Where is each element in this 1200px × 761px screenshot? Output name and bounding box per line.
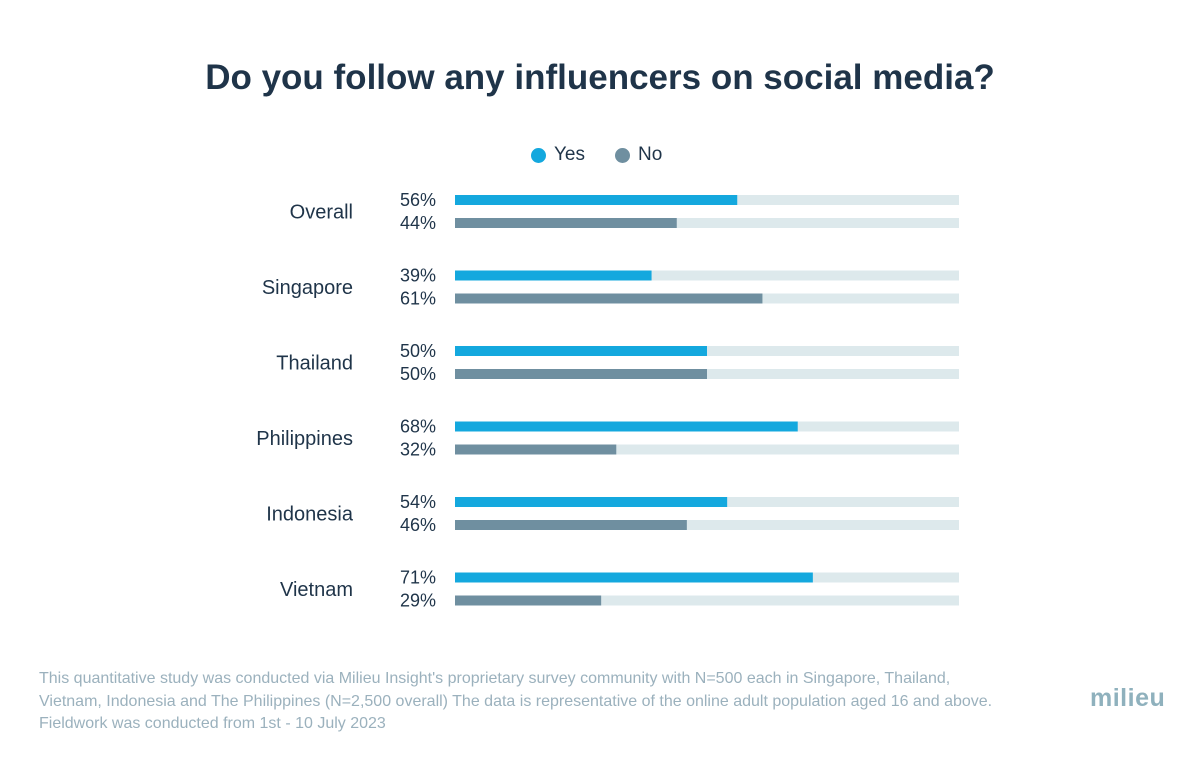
bar-no xyxy=(455,444,617,455)
bar-yes xyxy=(455,346,707,356)
chart-legend: Yes No xyxy=(531,143,662,167)
category-label: Indonesia xyxy=(266,504,354,526)
value-label-no: 50% xyxy=(400,364,436,384)
bar-no xyxy=(455,520,687,530)
value-label-no: 29% xyxy=(400,591,436,611)
legend-swatch-yes xyxy=(531,147,546,163)
value-label-yes: 56% xyxy=(400,190,436,210)
value-label-no: 46% xyxy=(400,515,436,535)
category-label: Overall xyxy=(290,202,353,224)
value-label-yes: 54% xyxy=(400,492,436,512)
category-label: Thailand xyxy=(276,353,353,375)
value-label-no: 32% xyxy=(400,440,436,460)
category-label: Philippines xyxy=(256,428,353,450)
legend-label-no: No xyxy=(638,144,663,165)
bar-yes xyxy=(455,195,738,205)
methodology-footnote: This quantitative study was conducted vi… xyxy=(39,668,1049,736)
bar-no xyxy=(455,369,707,379)
bar-track xyxy=(455,218,959,228)
bar-no xyxy=(455,595,602,606)
footnote-line: Vietnam, Indonesia and The Philippines (… xyxy=(39,692,993,710)
category-label: Singapore xyxy=(262,277,353,299)
chart-title: Do you follow any influencers on social … xyxy=(205,58,995,97)
bar-track xyxy=(455,270,959,281)
bar-chart: Overall 56% 44% Singapore 39% 61% Thailand 50% 5… xyxy=(256,190,959,611)
legend-item-yes: Yes xyxy=(531,144,585,166)
bar-no xyxy=(455,293,763,304)
value-label-yes: 50% xyxy=(400,341,436,361)
value-label-no: 44% xyxy=(400,213,436,233)
bar-yes xyxy=(455,572,813,583)
bar-yes xyxy=(455,421,798,432)
bar-track xyxy=(455,444,959,455)
footnote-line: Fieldwork was conducted from 1st - 10 Ju… xyxy=(39,715,386,732)
bar-yes xyxy=(455,497,728,507)
milieu-logo: milieu xyxy=(1090,684,1166,712)
category-label: Vietnam xyxy=(280,579,353,601)
legend-item-no: No xyxy=(615,144,662,166)
value-label-yes: 71% xyxy=(400,568,436,588)
bar-track xyxy=(455,520,959,530)
value-label-yes: 39% xyxy=(400,266,436,286)
bar-track xyxy=(455,595,959,606)
legend-label-yes: Yes xyxy=(554,144,585,165)
value-label-no: 61% xyxy=(400,289,436,309)
footnote-line: This quantitative study was conducted vi… xyxy=(39,670,951,687)
bar-no xyxy=(455,218,677,228)
bar-yes xyxy=(455,270,652,281)
value-label-yes: 68% xyxy=(400,417,436,437)
legend-swatch-no xyxy=(615,147,630,163)
